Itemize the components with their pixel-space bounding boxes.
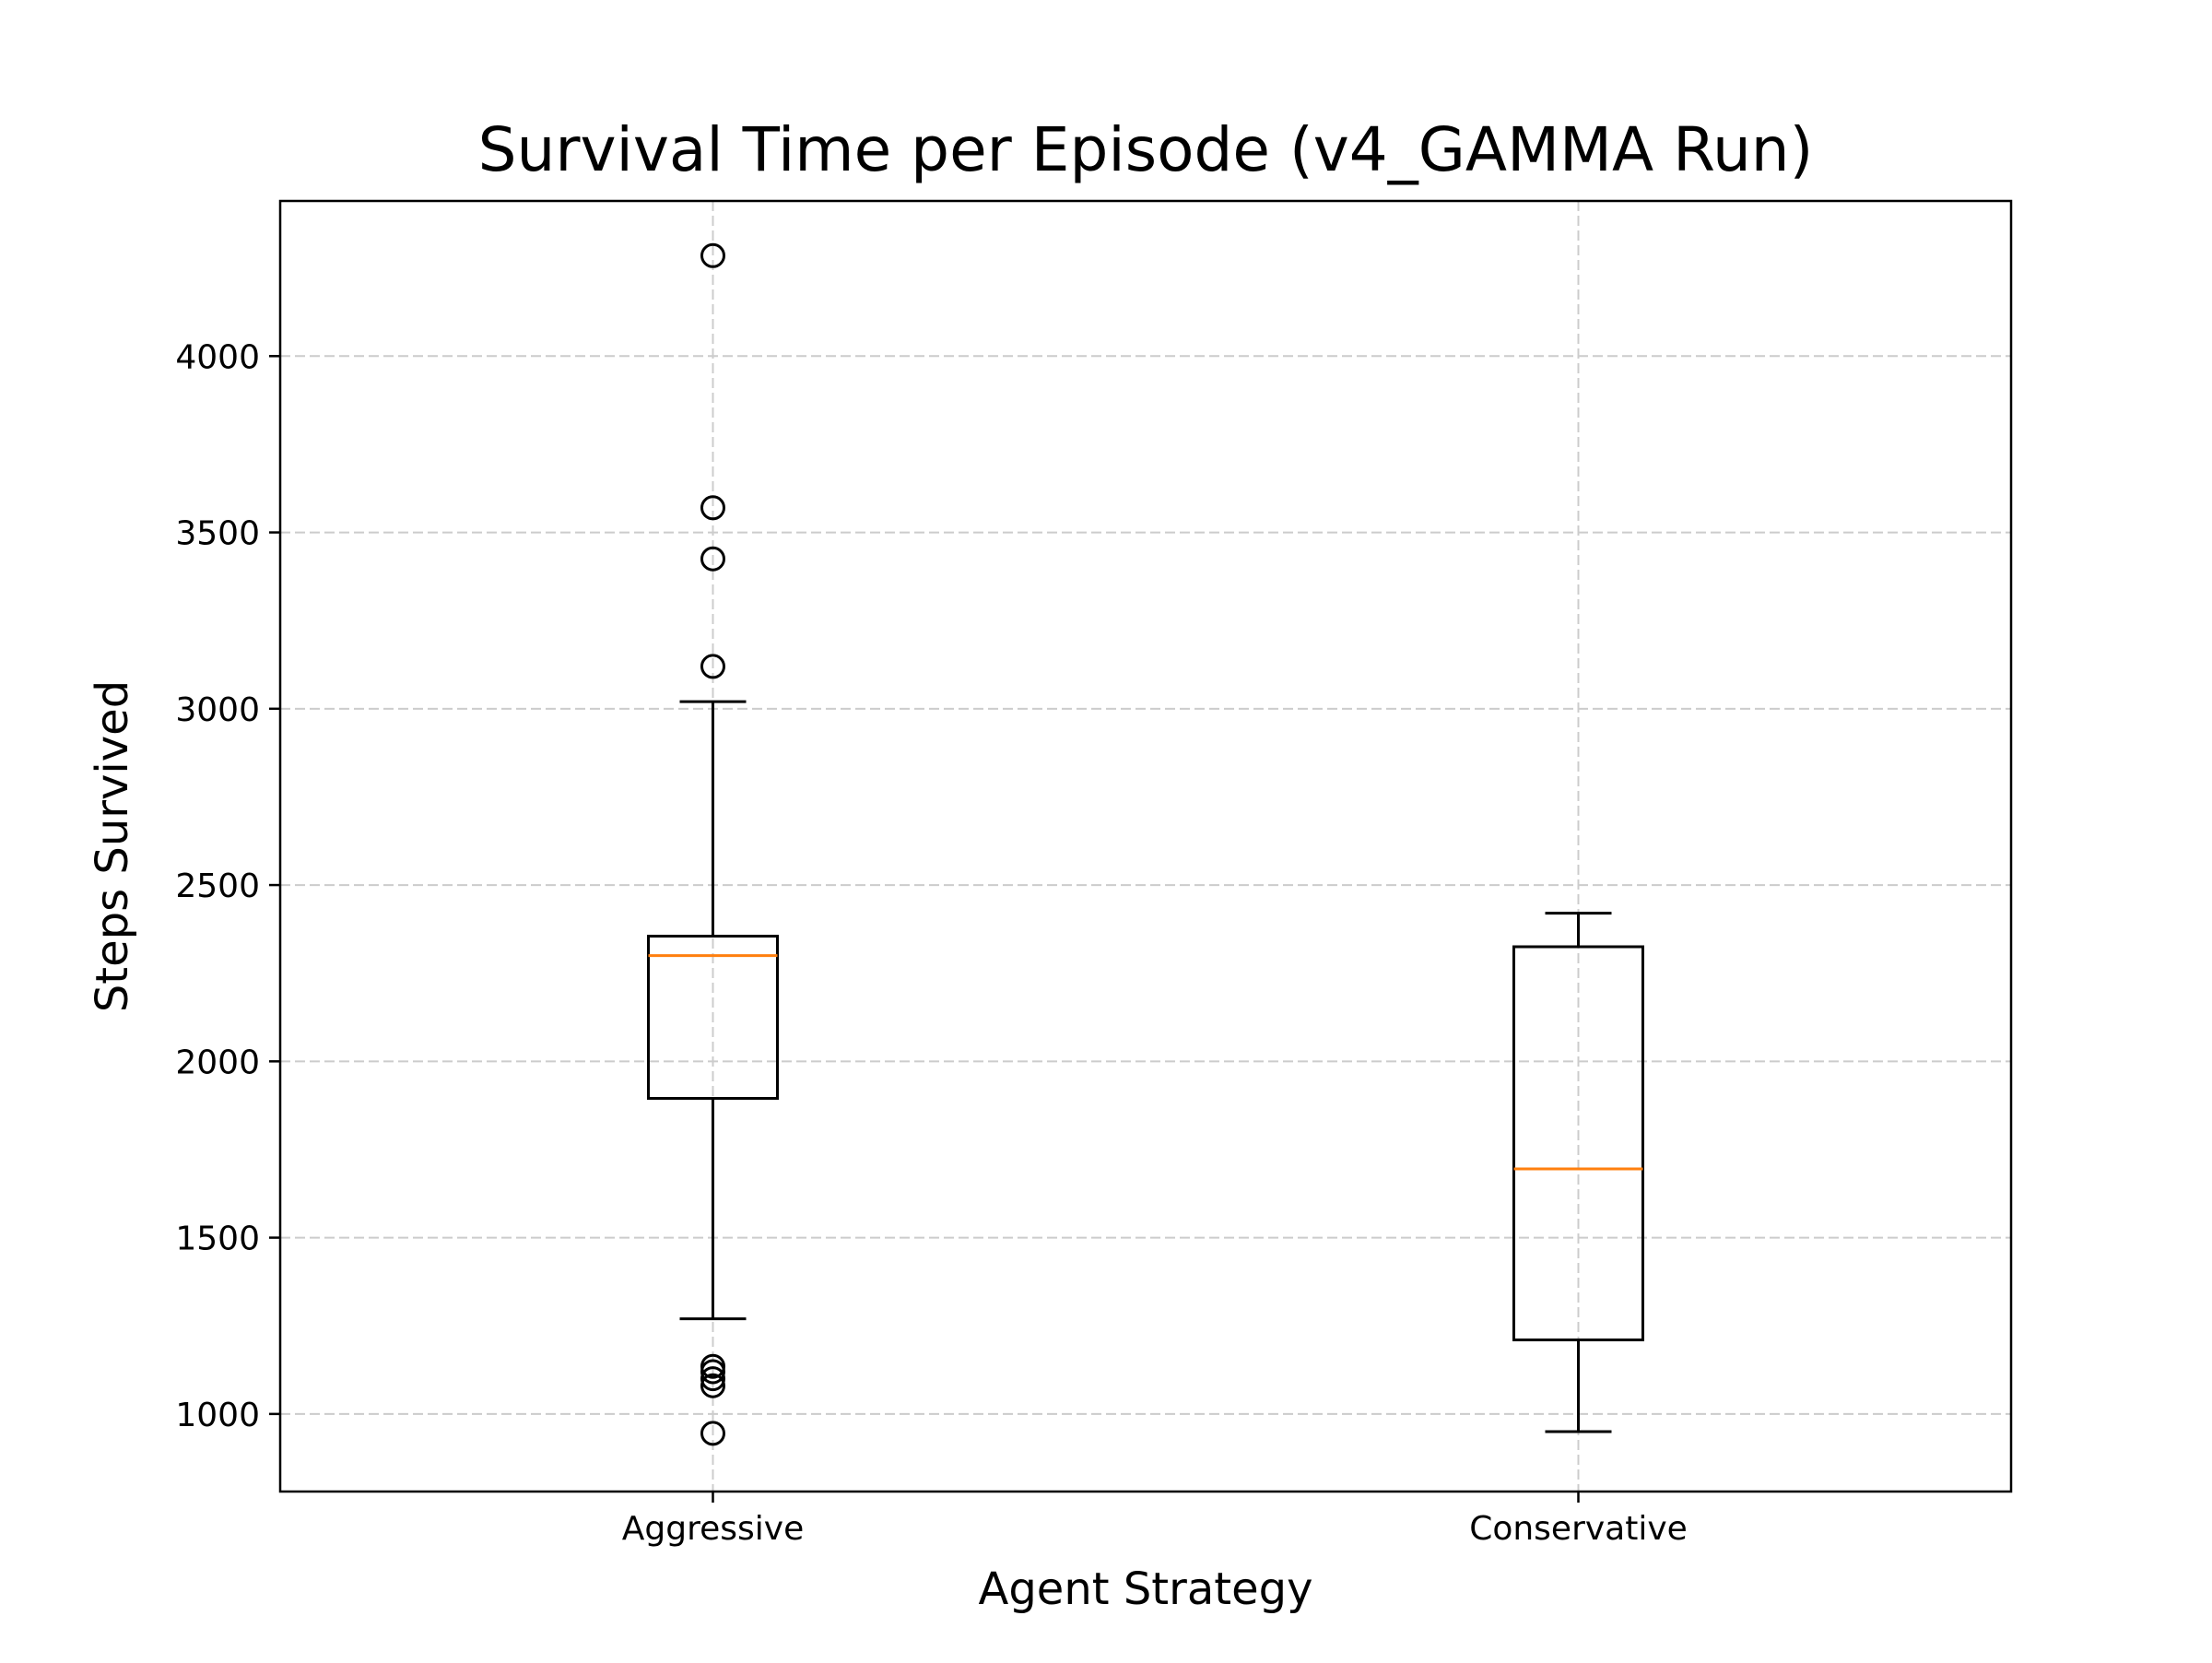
box-marks [647, 242, 1644, 1446]
iqr-box [647, 935, 779, 1100]
x-axis-label: Agent Strategy [979, 1563, 1313, 1615]
outlier-point [700, 1373, 725, 1398]
box-group-conservative [1512, 912, 1644, 1433]
grid-lines [280, 201, 2011, 1492]
chart-title: Survival Time per Episode (v4_GAMMA Run) [478, 114, 1814, 185]
outlier-point [700, 546, 725, 572]
outlier-point [700, 495, 725, 521]
y-axis-label: Steps Survived [87, 680, 138, 1012]
outlier-point [700, 1421, 725, 1446]
y-tick-label: 2500 [175, 867, 260, 905]
outlier-point [700, 1366, 725, 1392]
iqr-box [1512, 945, 1644, 1342]
axes: 1000 1500 2000 2500 3000 3500 4000 Aggressive Co… [175, 199, 2013, 1548]
x-tick-label: Aggressive [622, 1510, 804, 1548]
y-tick-label: 3500 [175, 515, 260, 553]
y-tick-label: 4000 [175, 338, 260, 376]
y-tick-label: 1500 [175, 1221, 260, 1258]
x-tick-label: Conservative [1469, 1510, 1688, 1548]
outlier-point [700, 242, 725, 268]
y-tick-label: 1000 [175, 1397, 260, 1434]
y-tick-label: 3000 [175, 691, 260, 729]
y-tick-label: 2000 [175, 1044, 260, 1081]
plot-frame [278, 199, 2013, 1493]
outlier-point [700, 654, 725, 679]
box-group-aggressive [647, 242, 779, 1446]
outlier-point [700, 1359, 725, 1385]
